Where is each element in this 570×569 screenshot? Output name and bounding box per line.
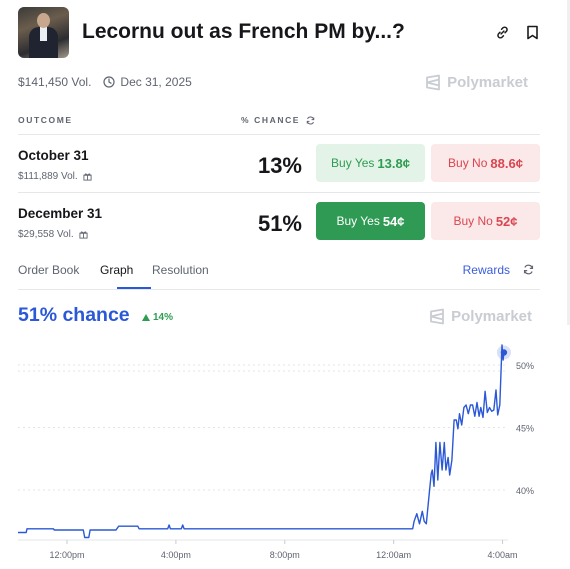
outcome-volume: $111,889 Vol. (18, 171, 92, 182)
link-icon[interactable] (494, 24, 510, 40)
buy-no-button[interactable]: Buy No 88.6¢ (431, 144, 540, 182)
x-tick-label: 4:00am (488, 550, 518, 560)
refresh-icon[interactable] (306, 116, 315, 125)
buy-no-price: 52¢ (495, 213, 518, 229)
outcome-name: December 31 (18, 206, 103, 221)
buy-no-price: 88.6¢ (490, 155, 523, 171)
brand-name: Polymarket (451, 308, 532, 325)
tab-graph[interactable]: Graph (100, 263, 134, 277)
y-tick-label: 40% (516, 486, 534, 496)
outcome-name: October 31 (18, 148, 89, 163)
buy-no-button[interactable]: Buy No 52¢ (431, 202, 540, 240)
outcome-chance: 51% (257, 211, 302, 236)
price-chart[interactable]: 40% 45% 50% 12:00pm 4:00pm 8:00pm 12:00am 4:00a… (0, 340, 570, 569)
chance-column-label: % CHANCE (241, 115, 301, 125)
outcome-chance: 13% (257, 153, 302, 178)
x-tick-label: 8:00pm (270, 550, 300, 560)
detail-tabs: Order Book Graph Resolution Rewards (18, 263, 540, 290)
bookmark-icon[interactable] (524, 24, 540, 40)
total-volume: $141,450 Vol. (18, 75, 92, 89)
outcome-volume-value: $111,889 Vol. (18, 171, 78, 182)
y-tick-label: 45% (516, 424, 534, 434)
active-tab-indicator (117, 287, 151, 289)
tab-resolution[interactable]: Resolution (152, 263, 209, 277)
up-triangle-icon (142, 314, 150, 321)
polymarket-watermark: Polymarket (425, 74, 528, 91)
outcome-volume-value: $29,558 Vol. (18, 229, 74, 240)
market-title: Lecornu out as French PM by...? (82, 20, 405, 43)
x-tick-label: 12:00pm (49, 550, 84, 560)
rewards-link[interactable]: Rewards (462, 263, 510, 277)
buy-yes-price: 54¢ (382, 213, 405, 229)
divider (18, 134, 540, 135)
polymarket-watermark: Polymarket (429, 308, 532, 325)
market-thumbnail (18, 6, 69, 58)
y-tick-label: 50% (516, 361, 534, 371)
x-tick-label: 12:00am (376, 550, 411, 560)
clock-icon (103, 76, 116, 88)
gift-icon (79, 231, 88, 239)
buy-yes-price: 13.8¢ (377, 155, 410, 171)
buy-yes-button[interactable]: Buy Yes 13.8¢ (316, 144, 425, 182)
divider (18, 192, 540, 193)
outcome-row-october: October 31 $111,889 Vol. 13% Buy Yes 13.8… (18, 140, 540, 197)
refresh-icon[interactable] (523, 264, 534, 278)
divider (18, 289, 540, 290)
current-chance: 51% chance (18, 304, 130, 326)
outcome-column-header: OUTCOME (18, 115, 73, 125)
polymarket-logo-icon (426, 74, 441, 91)
chance-column-header: % CHANCE (241, 115, 315, 125)
buy-yes-label: Buy Yes (336, 214, 380, 228)
end-date: Dec 31, 2025 (120, 75, 192, 89)
outcome-row-december: December 31 $29,558 Vol. 51% Buy Yes 54¢ … (18, 198, 540, 255)
tab-order-book[interactable]: Order Book (18, 263, 80, 277)
scroll-edge (567, 0, 570, 325)
market-header: Lecornu out as French PM by...? (18, 6, 540, 58)
outcome-volume: $29,558 Vol. (18, 229, 88, 240)
market-meta: $141,450 Vol. Dec 31, 2025 (18, 75, 192, 89)
buy-no-label: Buy No (453, 214, 493, 228)
brand-name: Polymarket (447, 74, 528, 91)
chance-delta-value: 14% (153, 312, 174, 323)
polymarket-logo-icon (430, 308, 445, 325)
buy-yes-button[interactable]: Buy Yes 54¢ (316, 202, 425, 240)
chance-delta: 14% (142, 312, 173, 323)
endpoint-marker (500, 349, 508, 356)
buy-yes-label: Buy Yes (331, 156, 375, 170)
buy-no-label: Buy No (448, 156, 488, 170)
gift-icon (83, 173, 92, 181)
series-line (18, 344, 505, 539)
x-tick-label: 4:00pm (161, 550, 191, 560)
